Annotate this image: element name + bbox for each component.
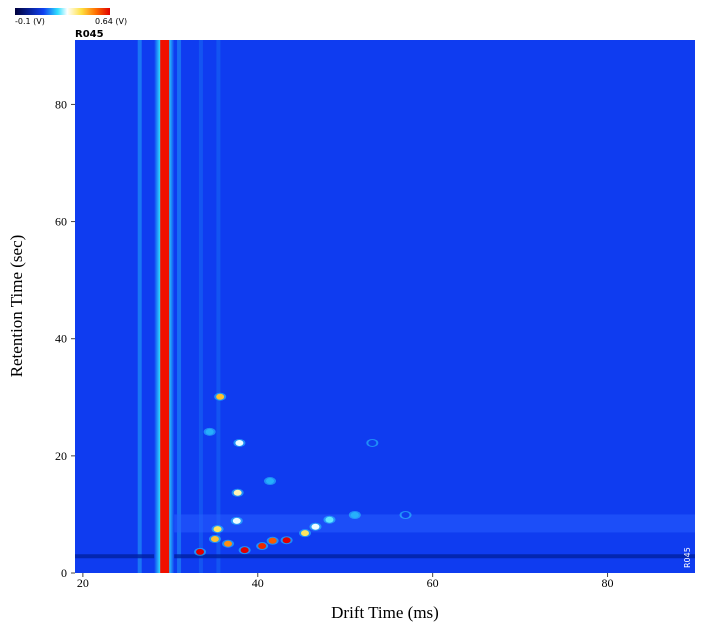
peak [325, 516, 334, 523]
peak [300, 530, 309, 537]
baseline-band [75, 554, 695, 559]
plot-area [75, 40, 695, 573]
streak [216, 40, 221, 573]
y-tick-label: 20 [55, 449, 67, 463]
peak [268, 537, 277, 544]
colorbar-label: -0.1 (V) [15, 17, 45, 26]
peak [401, 512, 410, 519]
y-axis-label: Retention Time (sec) [7, 235, 26, 378]
peak [368, 439, 377, 446]
colorbar-label: 0.64 (V) [95, 17, 127, 26]
reactant-ion-peak [160, 40, 170, 573]
streak [177, 40, 182, 573]
y-tick-label: 0 [61, 566, 67, 580]
peak [266, 478, 275, 485]
x-tick-label: 20 [77, 576, 89, 590]
peak [311, 523, 320, 530]
sample-label: R045 [683, 547, 692, 568]
peak [240, 547, 249, 554]
peak [350, 512, 359, 519]
x-axis-label: Drift Time (ms) [331, 603, 439, 622]
x-tick-label: 60 [427, 576, 439, 590]
sample-label: R045 [75, 29, 104, 40]
peak [196, 548, 205, 555]
y-tick-label: 40 [55, 332, 67, 346]
peak [216, 393, 225, 400]
peak [258, 543, 267, 550]
peak [282, 537, 291, 544]
x-tick-label: 40 [252, 576, 264, 590]
peak [205, 428, 214, 435]
colorbar [15, 8, 110, 15]
peak [210, 536, 219, 543]
peak [224, 540, 233, 547]
x-tick-label: 80 [602, 576, 614, 590]
y-tick-label: 80 [55, 97, 67, 111]
peak [233, 489, 242, 496]
baseline-band [161, 514, 695, 533]
peak [232, 517, 241, 524]
peak [235, 439, 244, 446]
peak [213, 526, 222, 533]
y-tick-label: 60 [55, 215, 67, 229]
streak [137, 40, 142, 573]
streak [198, 40, 203, 573]
